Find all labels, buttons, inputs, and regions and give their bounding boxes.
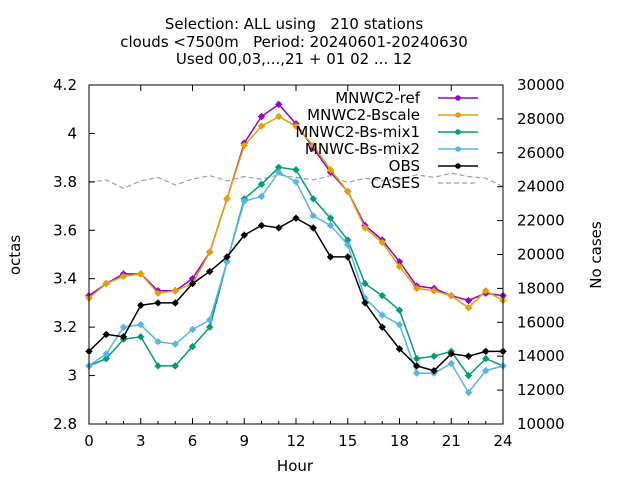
y2-tick-label: 20000 bbox=[517, 246, 565, 264]
legend-swatch-marker bbox=[455, 95, 461, 101]
legend-swatch-marker bbox=[455, 146, 461, 152]
y2-tick-label: 28000 bbox=[517, 110, 565, 128]
series-cases bbox=[88, 172, 504, 190]
chart-title-line-1: Selection: ALL using 210 stations bbox=[165, 15, 424, 33]
legend-swatch-marker bbox=[455, 163, 461, 169]
y2-tick-label: 30000 bbox=[517, 76, 565, 94]
legend-label: OBS bbox=[389, 157, 420, 175]
y2-tick-label: 24000 bbox=[517, 178, 565, 196]
x-tick-label: 24 bbox=[493, 432, 512, 450]
legend-item-mnwc2-ref: MNWC2-ref bbox=[335, 89, 478, 107]
legend-item-mnwc-bs-mix2: MNWC-Bs-mix2 bbox=[305, 140, 478, 158]
x-tick-label: 3 bbox=[136, 432, 146, 450]
y2-tick-label: 18000 bbox=[517, 279, 565, 297]
series-line-mnwc2-bscale bbox=[88, 115, 504, 309]
series-line-obs bbox=[88, 217, 503, 372]
y-tick-label: 2.8 bbox=[53, 415, 77, 433]
y-tick-label: 4.2 bbox=[53, 76, 77, 94]
y2-tick-label: 22000 bbox=[517, 212, 565, 230]
series-line-mnwc-bs-mix2 bbox=[88, 171, 504, 394]
y2-tick-label: 14000 bbox=[517, 347, 565, 365]
axes: 0 3 6 9 12 15 18 21 24 2.8 3 3.2 3.4 3.6 3.8 4 4.2 10000 1… bbox=[53, 76, 565, 450]
legend-item-mnwc2-bscale: MNWC2-Bscale bbox=[307, 106, 478, 124]
y-axis-title: octas bbox=[6, 235, 24, 275]
chart-title-line-2: clouds <7500m Period: 20240601-20240630 bbox=[120, 33, 468, 51]
chart-title-line-3: Used 00,03,...,21 + 01 02 ... 12 bbox=[176, 50, 412, 68]
legend-swatch-marker bbox=[455, 129, 461, 135]
legend: MNWC2-refMNWC2-BscaleMNWC2-Bs-mix1MNWC-B… bbox=[295, 89, 478, 192]
y-tick-label: 3.8 bbox=[53, 173, 77, 191]
y2-tick-label: 10000 bbox=[517, 415, 565, 433]
y-tick-label: 3.2 bbox=[53, 318, 77, 336]
x-tick-label: 9 bbox=[239, 432, 249, 450]
x-tick-label: 18 bbox=[390, 432, 409, 450]
x-tick-label: 0 bbox=[84, 432, 94, 450]
legend-item-obs: OBS bbox=[389, 157, 478, 175]
legend-label: MNWC2-Bscale bbox=[307, 106, 420, 124]
x-axis-title: Hour bbox=[277, 457, 314, 475]
x-tick-label: 6 bbox=[188, 432, 198, 450]
x-tick-label: 21 bbox=[442, 432, 461, 450]
y2-tick-label: 26000 bbox=[517, 144, 565, 162]
series-line-mnwc2-bs-mix1 bbox=[88, 166, 504, 377]
y-tick-label: 3 bbox=[67, 367, 77, 385]
legend-swatch-marker bbox=[455, 112, 461, 118]
legend-label: MNWC2-ref bbox=[335, 89, 420, 107]
legend-label: MNWC2-Bs-mix1 bbox=[295, 123, 420, 141]
legend-label: CASES bbox=[371, 174, 420, 192]
y2-tick-label: 16000 bbox=[517, 313, 565, 331]
legend-label: MNWC-Bs-mix2 bbox=[305, 140, 420, 158]
x-tick-label: 15 bbox=[338, 432, 357, 450]
cases-series-layer bbox=[88, 172, 504, 190]
series-mnwc2-bs-mix1 bbox=[85, 163, 507, 380]
series-line-cases bbox=[88, 172, 504, 190]
chart-title: Selection: ALL using 210 stations clouds… bbox=[120, 15, 468, 68]
y-tick-label: 4 bbox=[67, 124, 77, 142]
legend-item-cases: CASES bbox=[371, 174, 478, 192]
y2-axis-title: No cases bbox=[587, 221, 605, 289]
series-layer bbox=[85, 100, 507, 397]
series-obs bbox=[85, 214, 507, 375]
y-tick-label: 3.6 bbox=[53, 221, 77, 239]
y-tick-label: 3.4 bbox=[53, 270, 77, 288]
legend-item-mnwc2-bs-mix1: MNWC2-Bs-mix1 bbox=[295, 123, 478, 141]
y2-tick-label: 12000 bbox=[517, 381, 565, 399]
x-tick-label: 12 bbox=[286, 432, 305, 450]
